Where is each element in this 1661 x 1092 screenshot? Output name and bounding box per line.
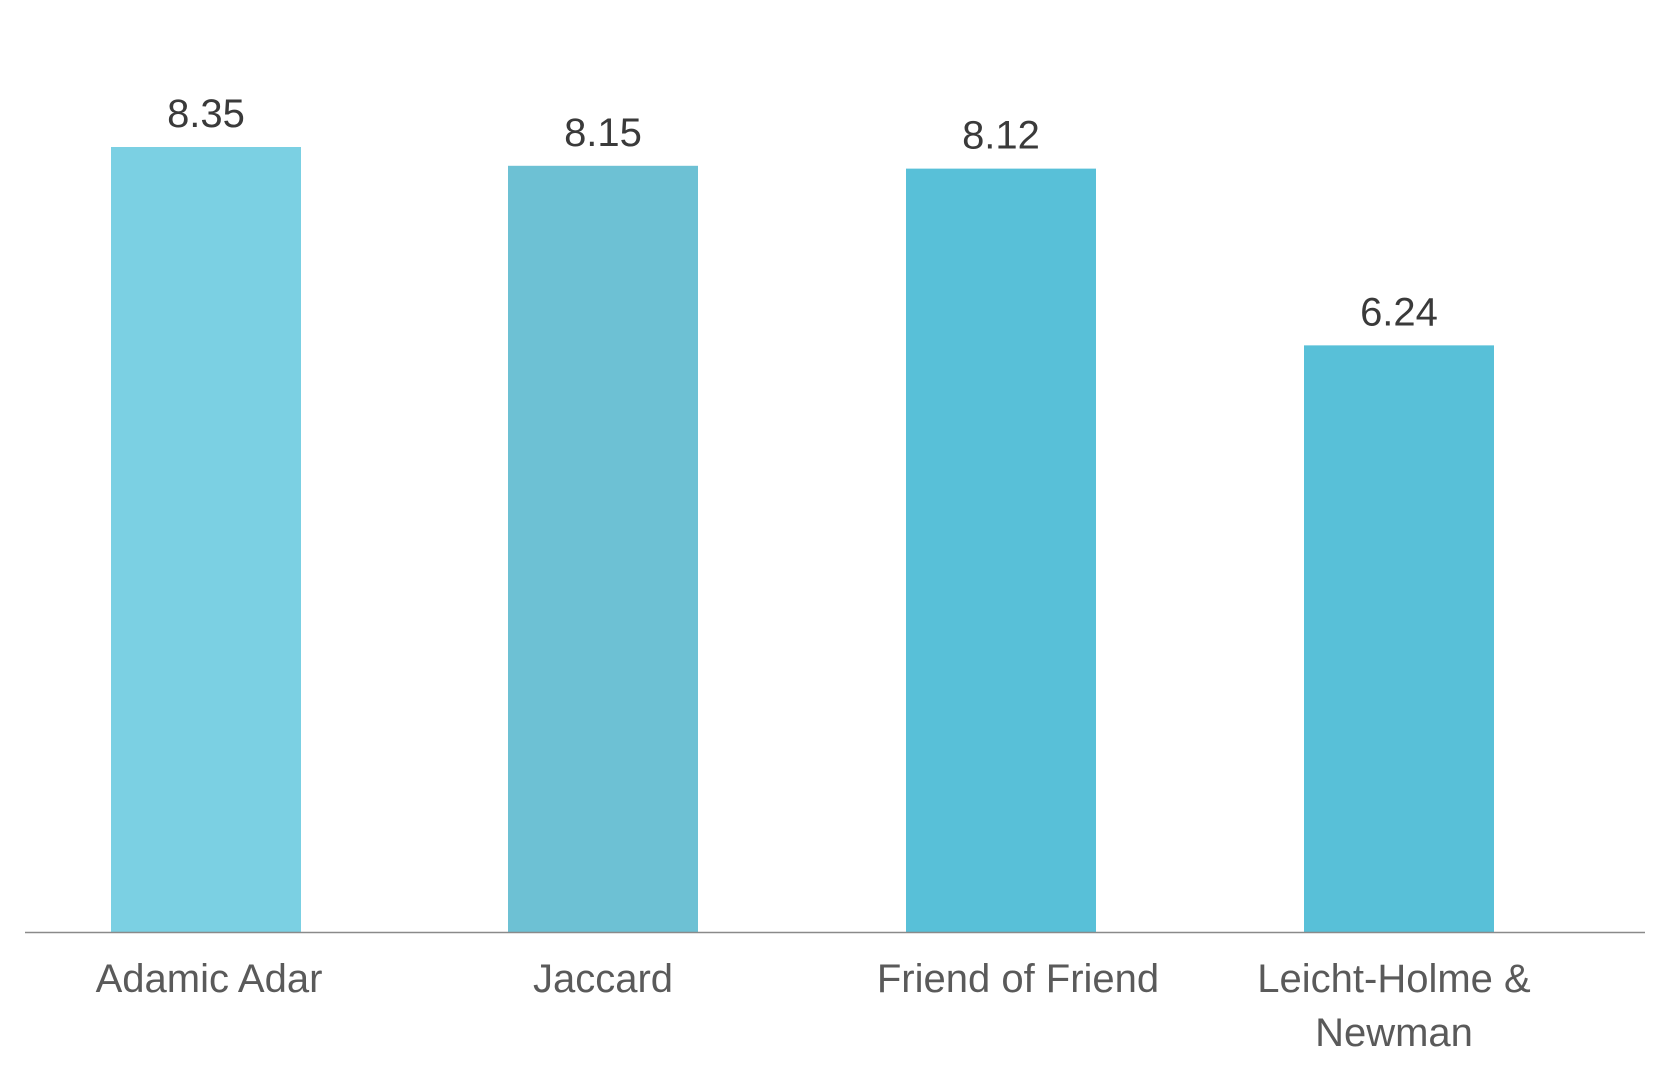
x-tick-label-4-line-1: Leicht-Holme & [1257, 957, 1531, 1001]
data-label-2: 8.15 [564, 111, 642, 155]
x-tick-label-4-line-2: Newman [1315, 1011, 1473, 1055]
bars-layer [111, 147, 1494, 933]
value-labels-layer: 8.35 8.15 8.12 6.24 [167, 92, 1438, 334]
x-tick-label-2: Jaccard [533, 957, 673, 1001]
bar-1 [111, 147, 301, 932]
bar-4 [1304, 345, 1494, 933]
category-labels-layer: Adamic Adar Jaccard Friend of Friend Leicht… [96, 957, 1531, 1055]
bar-2 [508, 165, 698, 933]
data-label-3: 8.12 [962, 114, 1040, 158]
x-tick-label-1: Adamic Adar [96, 957, 323, 1001]
bar-3 [906, 168, 1096, 933]
x-tick-label-3: Friend of Friend [877, 957, 1159, 1001]
data-label-1: 8.35 [167, 92, 245, 136]
data-label-4: 6.24 [1360, 290, 1438, 334]
